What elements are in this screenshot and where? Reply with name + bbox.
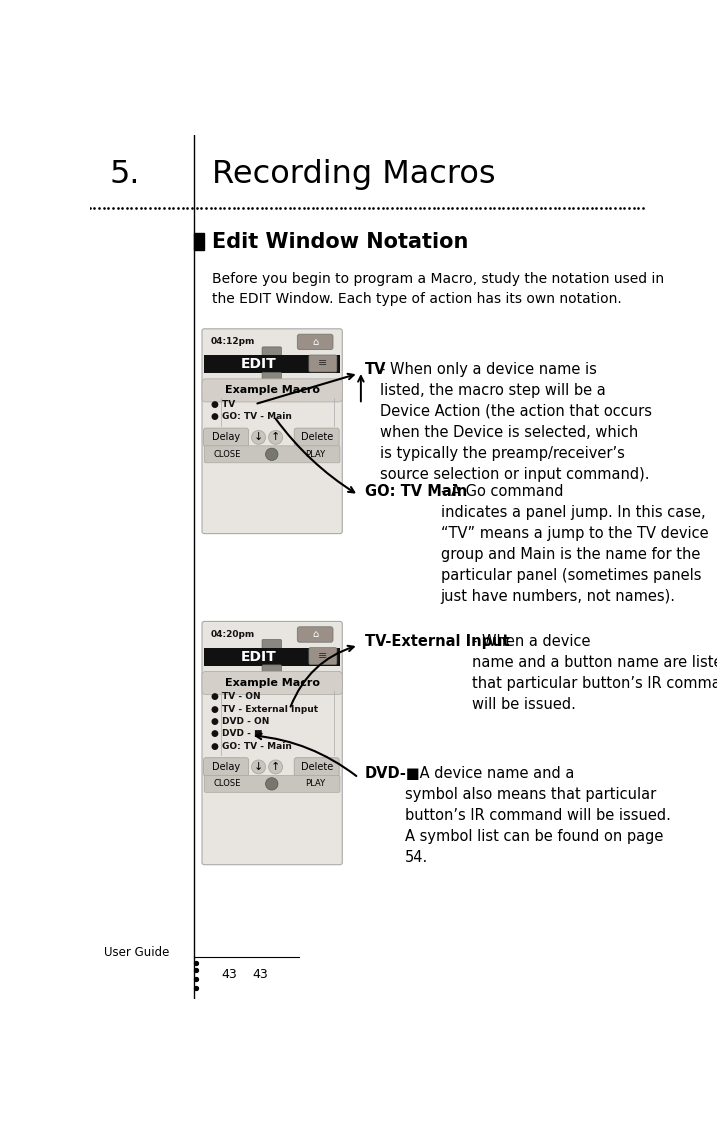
Text: PLAY: PLAY — [305, 779, 326, 788]
Circle shape — [252, 760, 265, 774]
Text: 5.: 5. — [109, 159, 140, 190]
Text: ≡: ≡ — [318, 358, 328, 368]
FancyBboxPatch shape — [262, 639, 282, 649]
Circle shape — [265, 448, 278, 460]
FancyBboxPatch shape — [294, 758, 339, 776]
FancyBboxPatch shape — [202, 329, 342, 533]
Text: ⌂: ⌂ — [312, 337, 318, 347]
Text: Delay: Delay — [212, 432, 240, 442]
Text: - When a device
name and a button name are listed,
that particular button’s IR c: - When a device name and a button name a… — [472, 633, 717, 712]
Bar — [204, 648, 340, 666]
FancyBboxPatch shape — [262, 665, 282, 674]
Text: DVD-■: DVD-■ — [365, 766, 420, 782]
FancyBboxPatch shape — [262, 347, 282, 356]
Text: Delete: Delete — [300, 761, 333, 772]
FancyBboxPatch shape — [204, 758, 249, 776]
Text: ≡: ≡ — [318, 651, 328, 661]
Text: ↑: ↑ — [271, 761, 280, 772]
Text: ● GO: TV - Main: ● GO: TV - Main — [211, 741, 291, 750]
Text: PLAY: PLAY — [305, 450, 326, 459]
Text: 43: 43 — [252, 968, 268, 980]
Text: ↓: ↓ — [254, 761, 263, 772]
Text: ● TV: ● TV — [211, 400, 234, 409]
Text: Delete: Delete — [300, 432, 333, 442]
Circle shape — [269, 430, 282, 445]
Text: ↓: ↓ — [254, 432, 263, 442]
Text: Recording Macros: Recording Macros — [212, 159, 495, 190]
Text: ● TV - ON: ● TV - ON — [211, 693, 260, 702]
Text: ● DVD - ON: ● DVD - ON — [211, 716, 269, 725]
Text: Example Macro: Example Macro — [224, 678, 320, 688]
Text: ● GO: TV - Main: ● GO: TV - Main — [211, 412, 291, 421]
Text: GO: TV Main: GO: TV Main — [365, 484, 467, 499]
FancyBboxPatch shape — [202, 621, 342, 865]
Circle shape — [269, 760, 282, 774]
Text: EDIT: EDIT — [240, 650, 276, 664]
FancyBboxPatch shape — [262, 373, 282, 382]
Bar — [204, 355, 340, 374]
Text: EDIT: EDIT — [240, 357, 276, 372]
Text: 04:12pm: 04:12pm — [211, 337, 255, 346]
Text: 43: 43 — [222, 968, 237, 980]
Text: 04:20pm: 04:20pm — [211, 630, 255, 639]
FancyBboxPatch shape — [298, 335, 333, 349]
Circle shape — [252, 430, 265, 445]
Text: - When only a device name is
listed, the macro step will be a
Device Action (the: - When only a device name is listed, the… — [380, 362, 652, 482]
Text: TV-External Input: TV-External Input — [365, 633, 509, 649]
FancyBboxPatch shape — [204, 446, 340, 463]
Text: Delay: Delay — [212, 761, 240, 772]
FancyBboxPatch shape — [309, 648, 337, 665]
Text: TV: TV — [365, 362, 386, 377]
Text: Before you begin to program a Macro, study the notation used in
the EDIT Window.: Before you begin to program a Macro, stu… — [212, 272, 664, 305]
Text: CLOSE: CLOSE — [214, 450, 241, 459]
Text: ↑: ↑ — [271, 432, 280, 442]
FancyBboxPatch shape — [204, 428, 249, 447]
Text: CLOSE: CLOSE — [214, 779, 241, 788]
Text: Edit Window Notation: Edit Window Notation — [212, 231, 468, 252]
Circle shape — [265, 778, 278, 789]
Bar — [194, 232, 204, 250]
FancyBboxPatch shape — [298, 627, 333, 642]
FancyBboxPatch shape — [309, 355, 337, 372]
Text: - A Go command
indicates a panel jump. In this case,
“TV” means a jump to the TV: - A Go command indicates a panel jump. I… — [441, 484, 708, 603]
FancyBboxPatch shape — [202, 378, 342, 402]
Text: ⌂: ⌂ — [312, 630, 318, 639]
Text: Example Macro: Example Macro — [224, 385, 320, 395]
Text: - A device name and a
symbol also means that particular
button’s IR command will: - A device name and a symbol also means … — [405, 766, 671, 865]
Text: ● TV - External Input: ● TV - External Input — [211, 704, 318, 714]
FancyBboxPatch shape — [204, 775, 340, 793]
Text: ● DVD - ■: ● DVD - ■ — [211, 729, 262, 738]
FancyBboxPatch shape — [294, 428, 339, 447]
Text: User Guide: User Guide — [103, 946, 169, 959]
FancyBboxPatch shape — [202, 672, 342, 694]
